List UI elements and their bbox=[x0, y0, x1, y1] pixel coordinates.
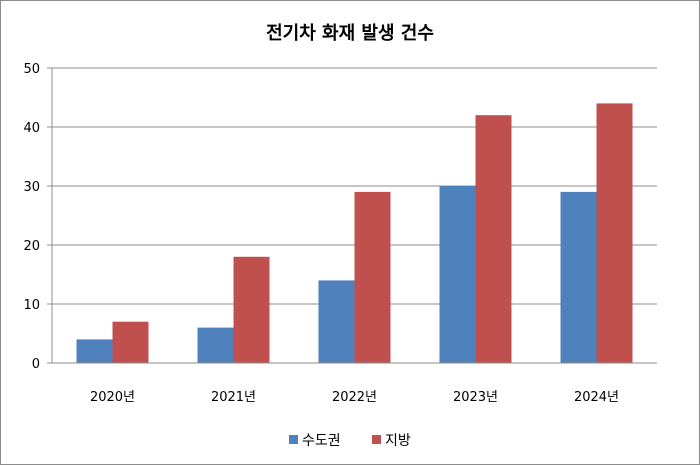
legend-label-1: 수도권 bbox=[302, 433, 341, 449]
y-tick-label: 10 bbox=[23, 298, 40, 313]
bar-series2-0 bbox=[112, 321, 149, 363]
bar-series1-2 bbox=[318, 280, 355, 363]
bar-series1-4 bbox=[560, 191, 597, 363]
legend-swatch-2 bbox=[372, 435, 381, 444]
legend-swatch-1 bbox=[289, 435, 298, 444]
x-category-label: 2021년 bbox=[211, 390, 256, 405]
x-category-label: 2023년 bbox=[453, 390, 498, 405]
bar-series2-1 bbox=[233, 256, 270, 363]
bar-series1-0 bbox=[76, 339, 113, 363]
y-axis-ticks: 0 10 20 30 40 50 bbox=[23, 62, 52, 372]
legend: 수도권 지방 bbox=[289, 433, 411, 449]
bar-series2-4 bbox=[596, 103, 633, 364]
y-tick-label: 30 bbox=[23, 180, 40, 195]
chart-title: 전기차 화재 발생 건수 bbox=[266, 23, 434, 44]
bar-series1-1 bbox=[197, 327, 234, 363]
x-category-label: 2024년 bbox=[574, 390, 619, 405]
bar-series2-2 bbox=[354, 191, 391, 363]
bars bbox=[76, 103, 633, 364]
y-tick-label: 50 bbox=[23, 62, 40, 77]
x-axis-categories: 2020년 2021년 2022년 2023년 2024년 bbox=[90, 390, 619, 405]
y-tick-label: 0 bbox=[32, 357, 40, 372]
y-tick-label: 40 bbox=[23, 121, 40, 136]
x-category-label: 2022년 bbox=[332, 390, 377, 405]
y-tick-label: 20 bbox=[23, 239, 40, 254]
bar-series2-3 bbox=[475, 115, 512, 363]
bar-series1-3 bbox=[439, 186, 476, 363]
legend-label-2: 지방 bbox=[385, 433, 411, 449]
axes bbox=[51, 68, 657, 364]
x-category-label: 2020년 bbox=[90, 390, 135, 405]
